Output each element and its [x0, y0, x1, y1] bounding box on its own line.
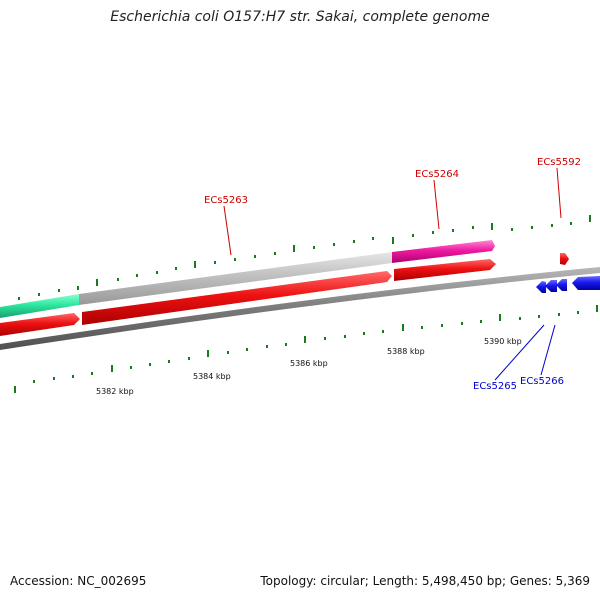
- forward-cds-arrow: [560, 253, 569, 265]
- scale-label: 5390 kbp: [484, 337, 522, 346]
- forward-cds-arrow: [394, 259, 496, 281]
- scale-label: 5384 kbp: [193, 372, 231, 381]
- gene-label-leaders: [223, 167, 562, 381]
- highlight-gray-segment: [79, 252, 392, 305]
- forward-cds-track: [0, 253, 569, 336]
- leader-line: [494, 324, 545, 381]
- gene-label-reverse: ECs5265: [473, 381, 517, 392]
- gene-label-reverse: ECs5266: [520, 376, 564, 387]
- leader-line: [433, 179, 440, 230]
- reverse-cds-arrow: [536, 281, 546, 293]
- outer-tick-track: [18, 215, 591, 300]
- feature-highlight-track: [0, 240, 495, 318]
- gene-labels: ECs5263 ECs5264 ECs5592 ECs5265 ECs5266: [204, 157, 581, 392]
- reverse-cds-arrow: [556, 279, 567, 291]
- leader-line: [556, 167, 562, 219]
- scale-labels: 5382 kbp 5384 kbp 5386 kbp 5388 kbp 5390…: [96, 337, 522, 396]
- gene-label-forward: ECs5263: [204, 195, 248, 206]
- forward-cds-arrow: [0, 313, 80, 336]
- map-title: Escherichia coli O157:H7 str. Sakai, com…: [110, 9, 490, 25]
- highlight-pink-segment: [392, 240, 495, 263]
- gene-label-forward: ECs5592: [537, 157, 581, 168]
- reverse-cds-arrow: [572, 276, 600, 290]
- reverse-cds-track: [536, 276, 600, 293]
- forward-cds-arrow: [82, 271, 392, 325]
- gene-label-forward: ECs5264: [415, 169, 459, 180]
- genome-summary: Topology: circular; Length: 5,498,450 bp…: [260, 574, 590, 588]
- scale-label: 5386 kbp: [290, 359, 328, 368]
- leader-line: [223, 205, 232, 256]
- leader-line: [540, 324, 556, 376]
- scale-label: 5388 kbp: [387, 347, 425, 356]
- scale-label: 5382 kbp: [96, 387, 134, 396]
- reverse-cds-arrow: [545, 280, 557, 292]
- highlight-green-segment: [0, 294, 79, 318]
- inner-scale-ruler: [14, 305, 598, 393]
- genome-backbone: [0, 267, 600, 350]
- accession-label: Accession: NC_002695: [10, 574, 147, 588]
